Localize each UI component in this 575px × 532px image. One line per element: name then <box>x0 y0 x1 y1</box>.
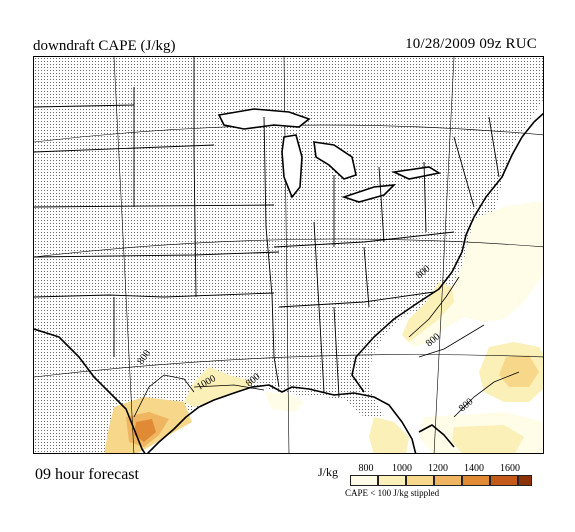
legend-units: J/kg <box>318 465 339 479</box>
state-boundaries <box>34 57 500 398</box>
legend-swatch <box>434 475 462 486</box>
cape-shading <box>104 202 543 453</box>
legend-swatch <box>490 475 518 486</box>
run-info: 10/28/2009 09z RUC <box>405 36 537 52</box>
coastline <box>34 112 543 453</box>
legend-tick: 1400 <box>464 463 484 474</box>
legend-tick: 800 <box>358 463 374 474</box>
chart-title: downdraft CAPE (J/kg) <box>33 38 176 54</box>
legend-tick: 1600 <box>500 463 520 474</box>
legend-tick: 1000 <box>392 463 412 474</box>
legend-swatch <box>378 475 406 486</box>
legend-tick: 1200 <box>428 463 448 474</box>
stippled-region <box>34 57 543 453</box>
contour-lines <box>133 276 520 418</box>
legend-swatch <box>350 475 378 486</box>
map-panel: 800 800 800 1000 800 800 <box>33 56 544 454</box>
legend-swatch <box>518 475 532 486</box>
stipple-note: CAPE < 100 J/kg stippled <box>345 488 440 498</box>
legend-swatch <box>462 475 490 486</box>
legend-swatch <box>406 475 434 486</box>
forecast-label: 09 hour forecast <box>35 466 139 483</box>
